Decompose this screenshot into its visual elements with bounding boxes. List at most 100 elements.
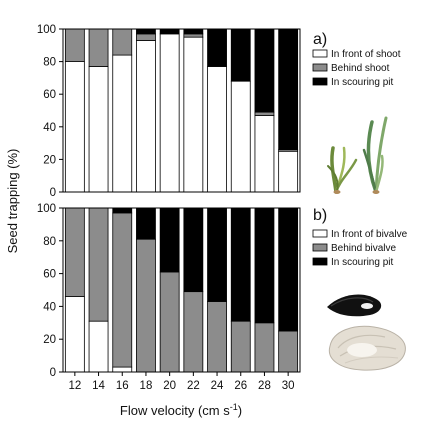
x-tick-label-26: 26 [234,380,247,392]
bar-a-30-series-0 [278,150,299,193]
bar-a-12-series-0 [64,61,85,193]
legend-swatch-b-0 [312,229,328,238]
y-tick-label-b-80: 80 [43,236,56,248]
y-tick-label-a-100: 100 [37,24,56,36]
bar-a-12-series-1 [64,28,85,62]
legend-swatch-a-2 [312,77,328,86]
legend-label-a-2: In scouring pit [331,77,393,88]
bar-b-30-series-1 [278,330,299,373]
seagrass-shoot-right [362,116,388,194]
x-tick-label-14: 14 [92,380,105,392]
panel-b-y-axis: 0 20 40 60 80 100 [37,203,63,379]
bar-b-16-series-2 [112,207,133,214]
x-tick-label-24: 24 [211,380,224,392]
bar-b-26-series-1 [230,320,251,373]
panel-b-bivalve: 0 20 40 60 80 100 12 14 16 18 20 22 24 26 28 30 b) In … [37,203,408,392]
seagrass-shoot-left [327,146,358,194]
bar-b-24-series-1 [207,301,227,373]
bar-b-20-series-1 [159,271,180,373]
y-tick-label-a-0: 0 [50,187,56,199]
seagrass-shoots-illustration [327,116,388,194]
bar-a-20-series-0 [159,33,180,193]
bar-a-18-series-1 [136,33,156,41]
x-axis-label-superscript: -1 [230,402,238,412]
bar-b-16-series-1 [112,212,133,368]
y-tick-label-b-60: 60 [43,269,56,281]
x-tick-label-22: 22 [187,380,200,392]
y-tick-label-b-100: 100 [37,203,56,215]
y-tick-label-a-80: 80 [43,57,56,69]
bar-a-28-series-0 [254,114,275,193]
bar-a-18-series-2 [136,28,156,35]
bar-b-22-series-2 [183,207,204,293]
legend-label-a-1: Behind shoot [331,63,390,74]
bar-a-16-series-0 [112,54,133,193]
panel-b-label: b) [313,207,327,224]
bar-b-28-series-1 [254,322,275,373]
bar-b-12-series-1 [64,207,85,297]
plot-frame-b [62,207,301,373]
bivalve-illustration [327,294,406,371]
y-axis-label: Seed trapping (%) [5,149,20,254]
y-tick-label-b-0: 0 [50,367,56,379]
bar-a-26-series-0 [230,80,251,193]
x-tick-label-28: 28 [258,380,271,392]
oyster-icon [328,325,406,371]
bar-a-28-series-1 [254,111,275,116]
legend-swatch-a-0 [312,49,328,58]
bar-b-28-series-2 [254,207,275,324]
legend-swatch-a-1 [312,63,328,72]
y-tick-label-a-40: 40 [43,122,56,134]
bar-b-24-series-2 [207,207,227,302]
bar-b-18-series-1 [136,238,156,373]
panel-b-x-axis: 12 14 16 18 20 22 24 26 28 30 [68,372,295,392]
legend-swatch-b-2 [312,257,328,266]
y-tick-label-a-20: 20 [43,154,56,166]
x-tick-label-20: 20 [163,380,176,392]
legend-swatch-b-1 [312,243,328,252]
bar-a-22-series-0 [183,36,204,193]
bar-a-26-series-2 [230,28,251,82]
bar-a-14-series-0 [88,66,109,193]
x-tick-label-12: 12 [68,380,81,392]
bar-a-30-series-2 [278,28,299,151]
panel-a-legend: In front of shoot Behind shoot In scouring… [312,49,401,88]
bar-b-16-series-0 [112,366,133,373]
legend-label-b-0: In front of bivalve [331,229,408,240]
panel-a-label: a) [313,31,327,48]
bar-b-22-series-1 [183,291,204,373]
x-tick-label-18: 18 [140,380,153,392]
legend-label-b-1: Behind bivalve [331,243,396,254]
legend-label-b-2: In scouring pit [331,257,393,268]
x-axis-label: Flow velocity (cm s-1) [120,402,242,418]
panel-b-legend: In front of bivalve Behind bivalve In scou… [312,229,408,268]
bar-a-22-series-2 [183,28,204,35]
mussel-icon [327,294,382,317]
bar-b-20-series-2 [159,207,180,273]
bar-a-28-series-2 [254,28,275,113]
panel-a-seagrass: 0 20 40 60 80 100 a) In front of shoot Behind … [37,24,401,199]
bar-a-14-series-1 [88,28,109,67]
panel-a-y-axis: 0 20 40 60 80 100 [37,24,63,199]
bar-b-26-series-2 [230,207,251,322]
y-tick-label-a-60: 60 [43,89,56,101]
bar-b-14-series-1 [88,207,109,322]
legend-label-a-0: In front of shoot [331,49,401,60]
bar-b-18-series-2 [136,207,156,240]
panel-a-bars [64,28,299,193]
x-tick-label-16: 16 [116,380,129,392]
y-tick-label-b-40: 40 [43,301,56,313]
panel-b-bars [64,207,299,373]
bar-a-16-series-1 [112,28,133,56]
x-tick-label-30: 30 [282,380,295,392]
bar-b-30-series-2 [278,207,299,332]
bar-a-24-series-0 [207,66,227,193]
bar-a-18-series-0 [136,40,156,193]
bar-b-12-series-0 [64,296,85,373]
bar-a-22-series-1 [183,33,204,38]
bar-a-24-series-2 [207,28,227,67]
plot-frame-a [62,28,301,193]
bar-b-14-series-0 [88,320,109,373]
y-tick-label-b-20: 20 [43,334,56,346]
